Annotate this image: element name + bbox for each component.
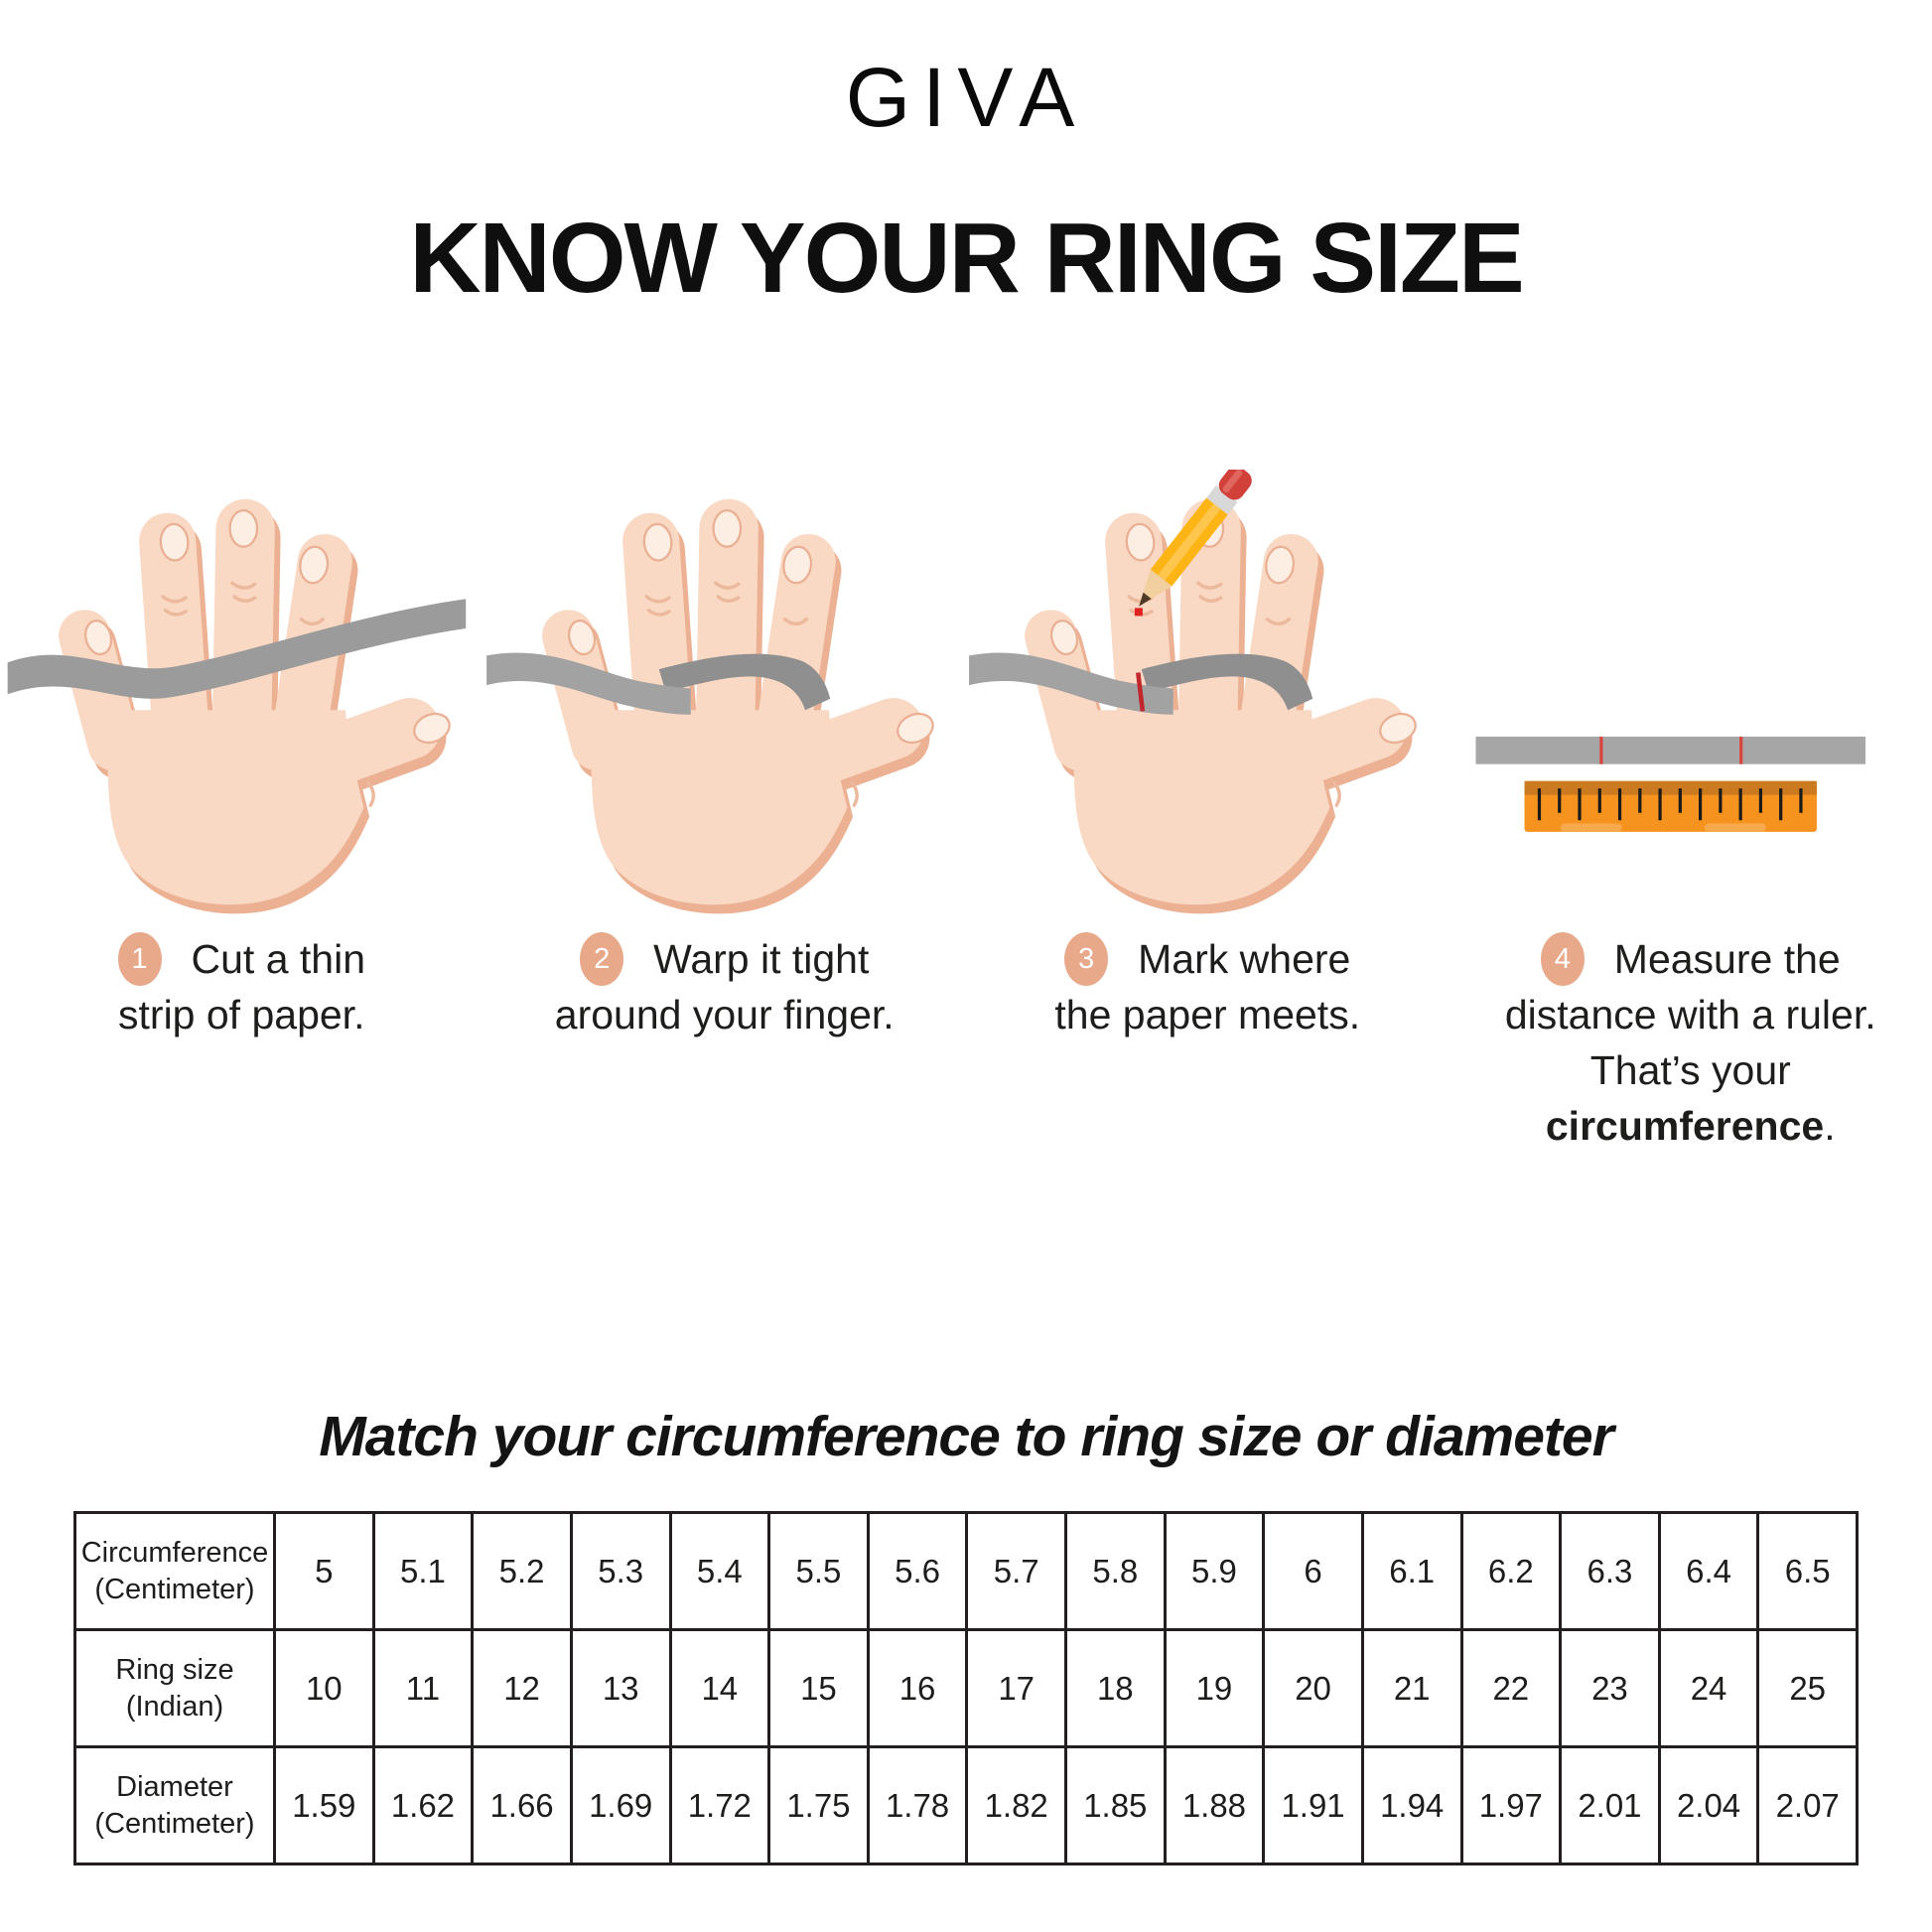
table-cell: 1.66: [471, 1745, 573, 1865]
table-cell: 6.2: [1459, 1511, 1563, 1631]
table-cell: 5.2: [471, 1511, 573, 1631]
row-label: Circumference (Centimeter): [73, 1511, 276, 1631]
step4-line2: distance with a ruler.: [1504, 992, 1876, 1037]
ring-size-table: Circumference (Centimeter) 5 5.1 5.2 5.3 5.4 5.…: [73, 1511, 1859, 1865]
step3-line1: Mark where: [1138, 936, 1351, 982]
pencil-mark: [1136, 672, 1146, 712]
table-cell: 1.75: [767, 1745, 870, 1865]
step4-illustration: [1449, 427, 1932, 923]
table-cell: 1.78: [866, 1745, 969, 1865]
step4-number-badge: 4: [1540, 932, 1585, 986]
page-title: KNOW YOUR RING SIZE: [409, 203, 1524, 314]
pencil-icon: [1139, 470, 1253, 607]
table-cell: 14: [668, 1628, 771, 1748]
table-cell: 16: [866, 1628, 969, 1748]
table-cell: 1.69: [569, 1745, 672, 1865]
table-cell: 17: [965, 1628, 1067, 1748]
table-cell: 18: [1064, 1628, 1167, 1748]
hand-icon-step2: [485, 498, 938, 914]
table-cell: 6: [1262, 1511, 1364, 1631]
table-cell: 5.1: [371, 1511, 475, 1631]
table-cell: 20: [1262, 1628, 1364, 1748]
paper-strip-icon: [485, 652, 831, 715]
step3-line2: the paper meets.: [1054, 992, 1361, 1037]
table-row: Circumference (Centimeter) 5 5.1 5.2 5.3 5.4 5.…: [73, 1511, 1859, 1631]
table-cell: 19: [1163, 1628, 1266, 1748]
table-cell: 1.97: [1459, 1745, 1563, 1865]
pencil-dot: [1135, 608, 1144, 617]
table-cell: 2.01: [1559, 1745, 1661, 1865]
table-cell: 6.1: [1360, 1511, 1463, 1631]
table-cell: 5.9: [1163, 1511, 1266, 1631]
ring-size-table-body: Circumference (Centimeter) 5 5.1 5.2 5.3 5.4 5.…: [73, 1511, 1859, 1865]
ruler-icon: [1475, 736, 1865, 832]
table-cell: 21: [1360, 1628, 1463, 1748]
table-cell: 6.4: [1657, 1511, 1760, 1631]
step1-line2: strip of paper.: [118, 992, 365, 1037]
step1-line1: Cut a thin: [191, 936, 366, 982]
table-cell: 13: [569, 1628, 672, 1748]
table-cell: 1.88: [1163, 1745, 1266, 1865]
table-cell: 5.4: [668, 1511, 771, 1631]
table-cell: 12: [471, 1628, 573, 1748]
step-captions: 1 Cut a thin strip of paper. 2 Warp it t…: [0, 931, 1932, 1154]
row-label: Ring size (Indian): [73, 1628, 276, 1748]
table-cell: 1.91: [1262, 1745, 1364, 1865]
step4-line3: That’s your circumference.: [1545, 1047, 1836, 1149]
table-cell: 1.72: [668, 1745, 771, 1865]
paper-strip-icon: [7, 599, 467, 699]
table-cell: 2.04: [1657, 1745, 1760, 1865]
table-row: Diameter (Centimeter) 1.59 1.62 1.66 1.69 1.72…: [73, 1745, 1859, 1865]
table-cell: 1.82: [965, 1745, 1067, 1865]
step1-illustration: [0, 427, 483, 923]
paper-strip-icon: [969, 652, 1313, 715]
step-illustrations: [0, 427, 1932, 923]
step1-caption: 1 Cut a thin strip of paper.: [0, 931, 483, 1154]
paper-strip-icon: [1475, 736, 1865, 764]
ruler-body: [1524, 780, 1817, 832]
table-cell: 5.7: [965, 1511, 1067, 1631]
table-cell: 5.5: [767, 1511, 870, 1631]
table-cell: 25: [1756, 1628, 1859, 1748]
table-cell: 6.3: [1559, 1511, 1661, 1631]
table-cell: 10: [273, 1628, 375, 1748]
step2-number-badge: 2: [580, 932, 624, 986]
table-cell: 22: [1459, 1628, 1563, 1748]
step3-illustration: [966, 427, 1449, 923]
hand-icon-step1: [7, 498, 467, 914]
table-cell: 6.5: [1756, 1511, 1859, 1631]
step2-line1: Warp it tight: [653, 936, 870, 982]
step3-caption: 3 Mark where the paper meets.: [966, 931, 1449, 1154]
step4-line1: Measure the: [1613, 936, 1841, 982]
table-cell: 5.8: [1064, 1511, 1167, 1631]
table-cell: 1.62: [371, 1745, 475, 1865]
step2-line2: around your finger.: [554, 992, 895, 1037]
step4-caption: 4 Measure the distance with a ruler. Tha…: [1449, 931, 1932, 1154]
table-cell: 23: [1559, 1628, 1661, 1748]
table-cell: 5.6: [866, 1511, 969, 1631]
table-cell: 15: [767, 1628, 870, 1748]
table-cell: 24: [1657, 1628, 1760, 1748]
row-label: Diameter (Centimeter): [73, 1745, 276, 1865]
table-cell: 1.59: [273, 1745, 375, 1865]
step3-number-badge: 3: [1064, 932, 1109, 986]
giva-logo: GIVA: [845, 51, 1087, 144]
table-heading: Match your circumference to ring size or…: [319, 1405, 1614, 1468]
table-cell: 5: [273, 1511, 375, 1631]
hand-icon-step3: [969, 470, 1422, 914]
table-cell: 1.85: [1064, 1745, 1167, 1865]
step2-illustration: [483, 427, 967, 923]
table-cell: 5.3: [569, 1511, 672, 1631]
table-cell: 1.94: [1360, 1745, 1463, 1865]
table-row: Ring size (Indian) 10 11 12 13 14 15 16 17 18 19 20 2…: [73, 1628, 1859, 1748]
step1-number-badge: 1: [117, 932, 162, 986]
table-cell: 11: [371, 1628, 475, 1748]
step2-caption: 2 Warp it tight around your finger.: [483, 931, 967, 1154]
table-cell: 2.07: [1756, 1745, 1859, 1865]
